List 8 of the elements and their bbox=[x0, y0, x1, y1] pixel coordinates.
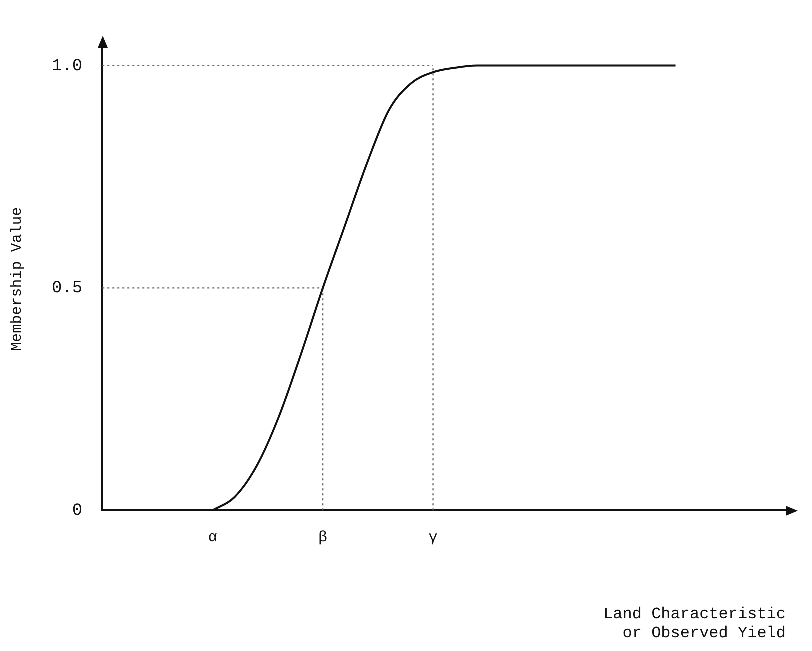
y-tick-label: 0 bbox=[72, 502, 83, 522]
x-tick-label: γ bbox=[428, 530, 438, 547]
y-axis-title: Membership Value bbox=[8, 207, 26, 352]
x-tick-label: α bbox=[208, 530, 218, 547]
y-tick-label: 1.0 bbox=[52, 57, 83, 76]
x-tick-label: β bbox=[318, 530, 328, 547]
y-tick-label: 0.5 bbox=[52, 280, 83, 299]
x-axis-title: Land Characteristic or Observed Yield bbox=[604, 605, 786, 643]
